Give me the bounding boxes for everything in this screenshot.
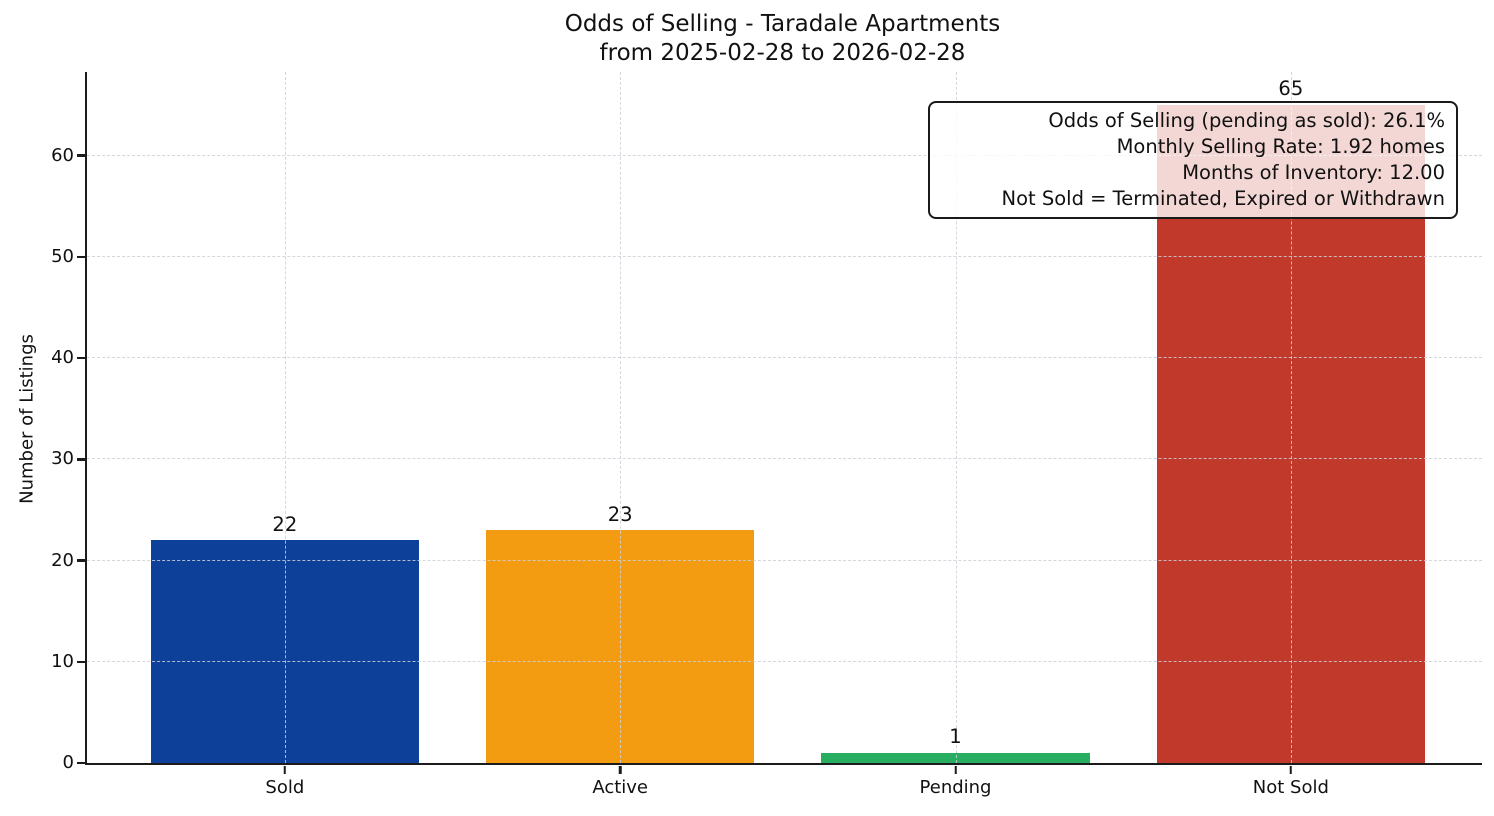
y-tick-mark <box>76 761 85 765</box>
x-tick-label-pending: Pending <box>919 777 992 798</box>
y-tick-mark <box>76 255 85 259</box>
y-tick-mark <box>76 356 85 360</box>
h-gridline <box>87 660 1482 662</box>
y-tick-label: 50 <box>51 245 74 267</box>
x-tick-mark <box>954 765 957 774</box>
chart-title-block: Odds of Selling - Taradale Apartments fr… <box>85 10 1480 68</box>
v-gridline <box>620 72 622 763</box>
v-gridline <box>955 72 957 763</box>
y-tick-label: 30 <box>51 448 74 470</box>
y-tick-mark <box>76 559 85 562</box>
h-gridline <box>87 357 1482 359</box>
y-tick-mark <box>76 154 85 157</box>
y-tick-label: 40 <box>51 347 74 369</box>
y-tick-mark <box>76 660 85 664</box>
bar-sold <box>150 540 419 763</box>
x-tick-mark <box>618 765 622 774</box>
bar-value-label-sold: 22 <box>272 512 298 536</box>
y-axis-label: Number of Listings <box>16 334 38 504</box>
bar-pending <box>821 752 1090 763</box>
h-gridline <box>87 458 1482 460</box>
v-gridline <box>284 72 286 763</box>
v-gridline <box>1290 72 1292 763</box>
annotation-box: Odds of Selling (pending as sold): 26.1%… <box>928 101 1458 219</box>
annotation-line-months-of-inventory: Months of Inventory: 12.00 <box>1182 161 1445 184</box>
y-tick-label: 0 <box>62 752 74 773</box>
y-tick-label: 20 <box>51 549 74 571</box>
bar-value-label-not-sold: 65 <box>1278 77 1304 101</box>
x-tick-mark <box>1289 765 1293 774</box>
chart-title: Odds of Selling - Taradale Apartments <box>564 11 1001 37</box>
h-gridline <box>87 559 1482 561</box>
chart-subtitle: from 2025-02-28 to 2026-02-28 <box>599 40 966 66</box>
annotation-line-odds-of-selling: Odds of Selling (pending as sold): 26.1% <box>1048 109 1445 132</box>
x-tick-label-not-sold: Not Sold <box>1252 777 1329 798</box>
x-tick-label-sold: Sold <box>265 777 305 798</box>
annotation-line-monthly-selling-rate: Monthly Selling Rate: 1.92 homes <box>1116 135 1445 158</box>
y-tick-label: 60 <box>51 144 74 166</box>
bar-value-label-pending: 1 <box>949 725 962 749</box>
annotation-line-not-sold-definition: Not Sold = Terminated, Expired or Withdr… <box>1001 187 1445 210</box>
h-gridline <box>87 255 1482 257</box>
h-gridline <box>87 154 1482 156</box>
y-tick-label: 10 <box>51 650 74 672</box>
y-tick-mark <box>76 458 85 461</box>
x-tick-mark <box>283 765 287 774</box>
x-tick-label-active: Active <box>592 777 649 798</box>
plot-area: Odds of Selling (pending as sold): 26.1%… <box>51 72 1482 798</box>
bar-value-label-active: 23 <box>607 502 633 526</box>
